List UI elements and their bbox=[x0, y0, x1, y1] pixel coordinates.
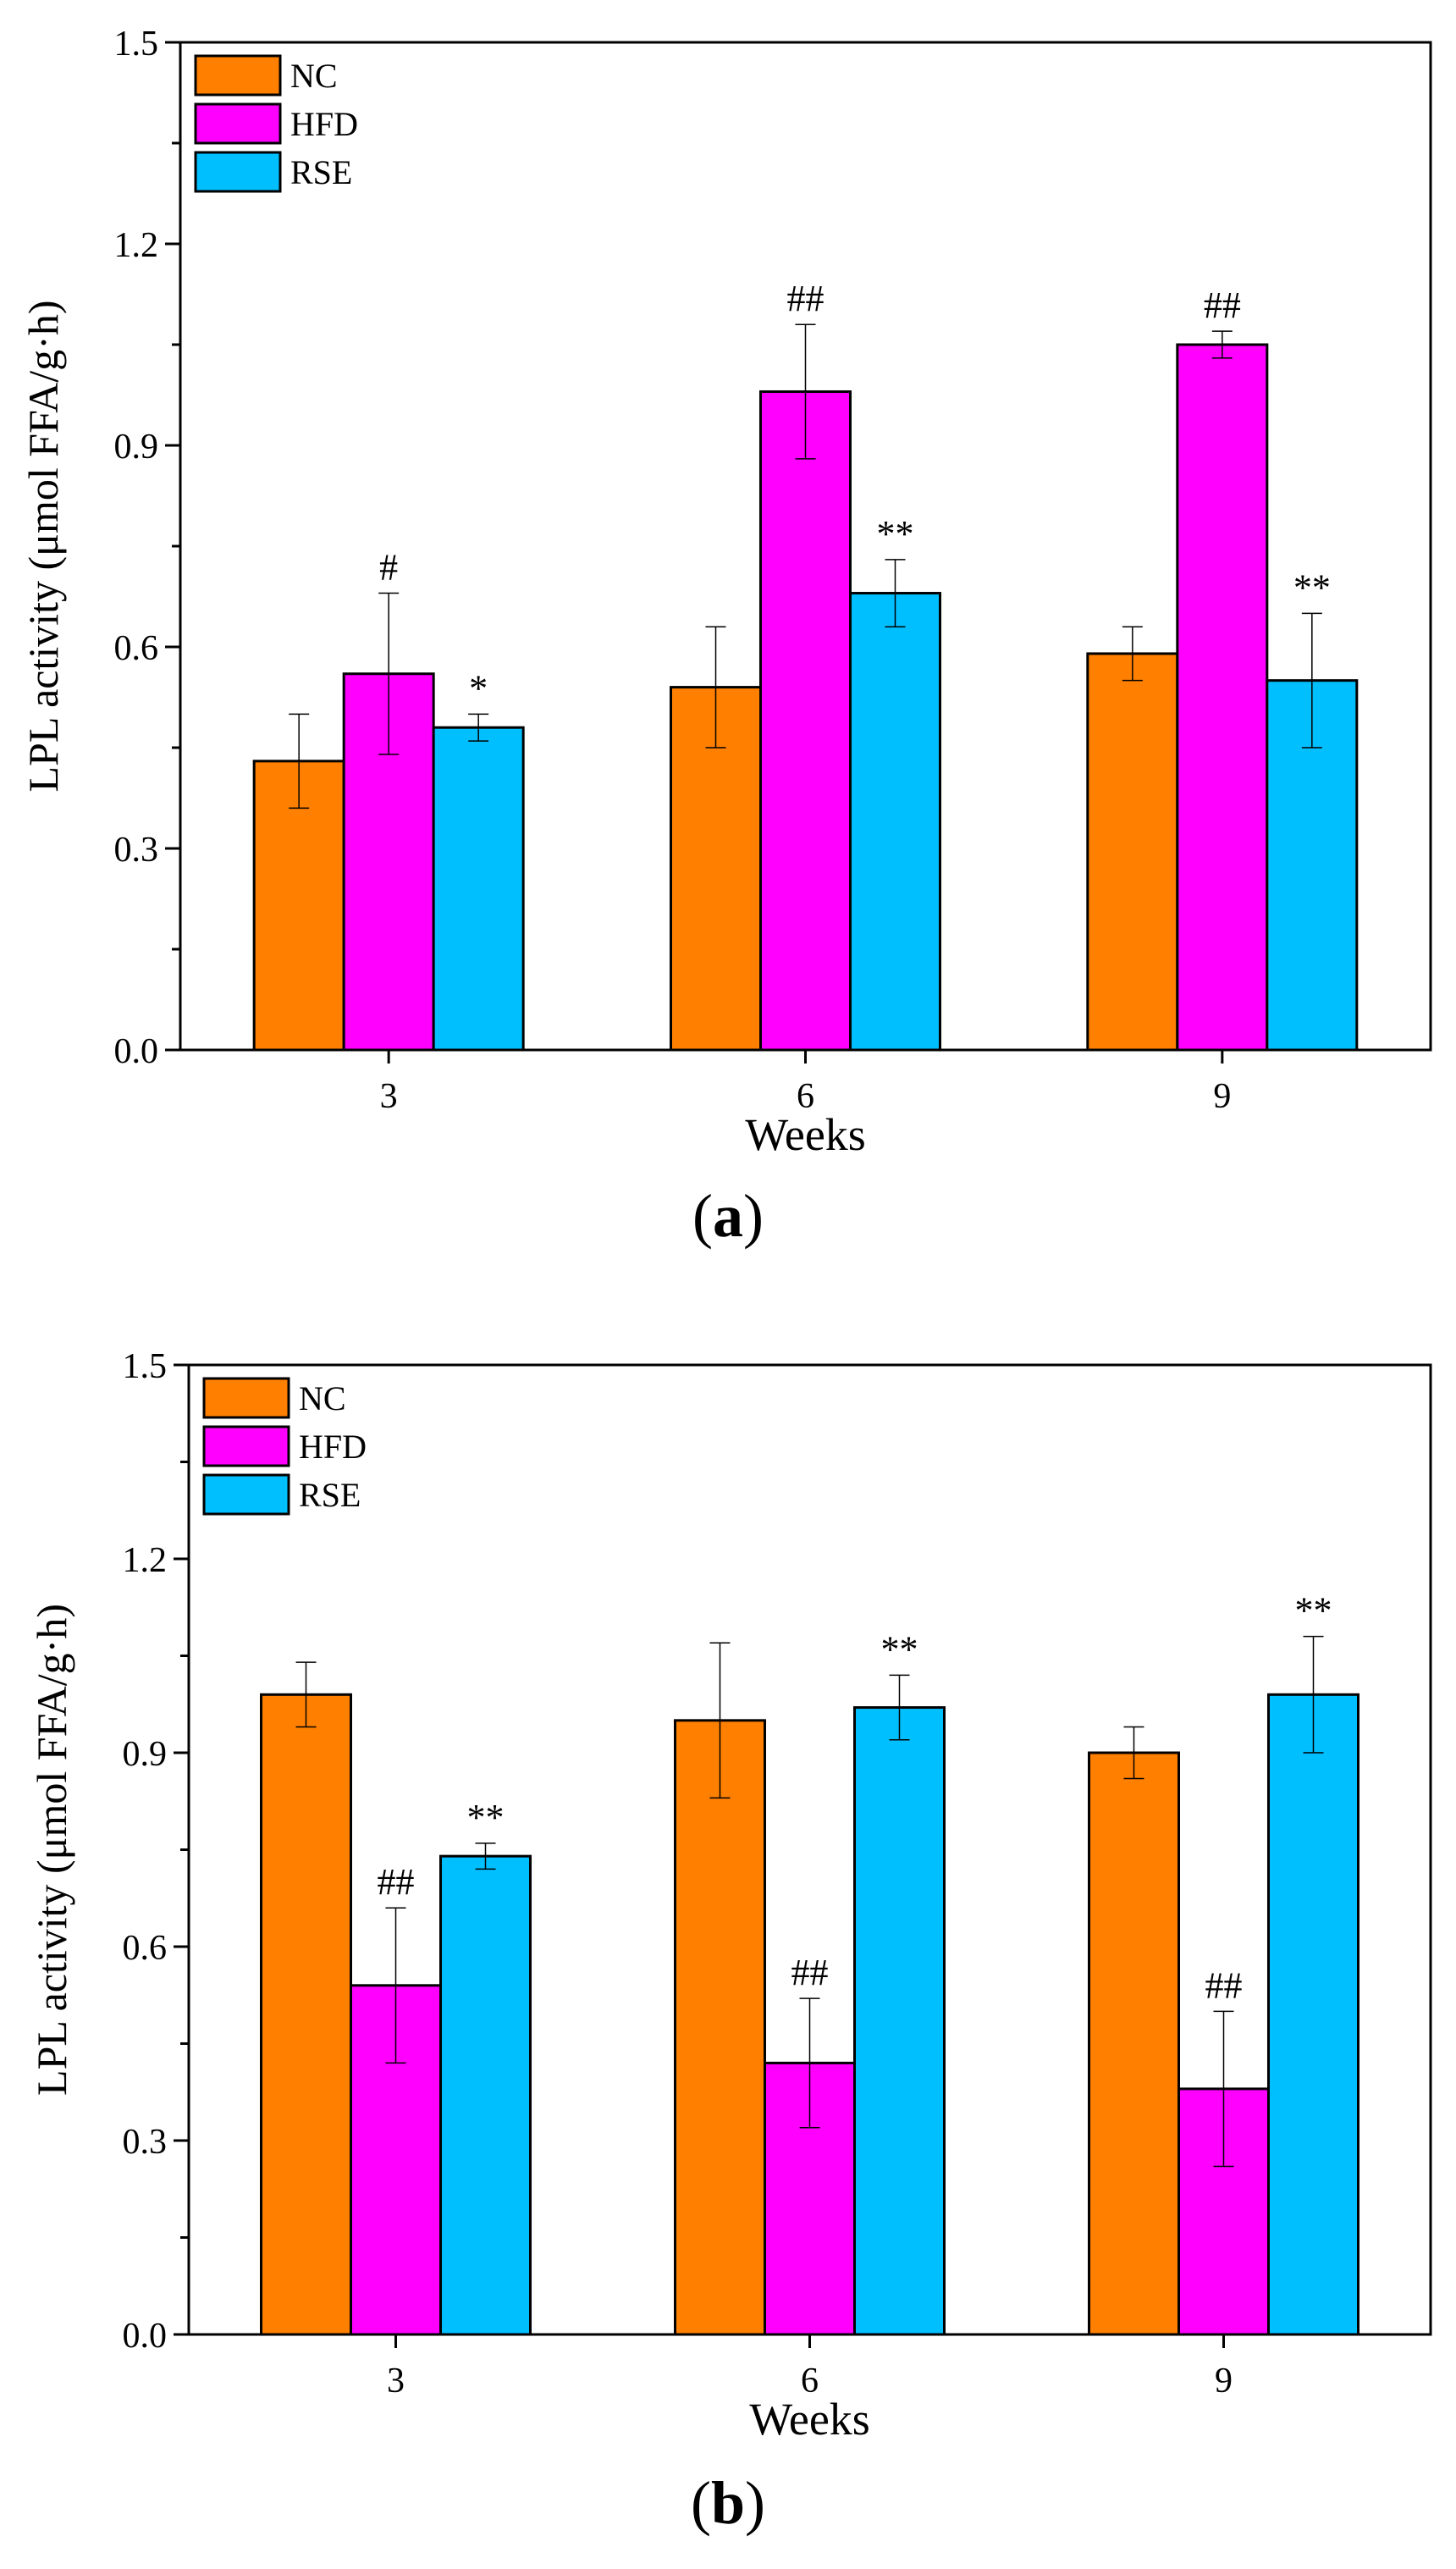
y-tick-label-0.6: 0.6 bbox=[123, 1929, 168, 1968]
legend-label-nc: NC bbox=[299, 1379, 346, 1417]
x-tick-label-3: 3 bbox=[387, 2362, 405, 2400]
bar-nc-week-9 bbox=[1086, 652, 1179, 1052]
x-tick-label-9: 9 bbox=[1215, 2362, 1233, 2400]
significance-rse-week-3: * bbox=[469, 667, 488, 709]
panel-caption-b: (b) bbox=[690, 2469, 765, 2537]
bar-nc-week-3 bbox=[252, 760, 345, 1052]
y-tick-label-0.9: 0.9 bbox=[114, 428, 159, 467]
bar-rse-week-6 bbox=[853, 1706, 946, 2336]
legend-swatch-hfd bbox=[202, 1425, 290, 1467]
y-tick-label-1.2: 1.2 bbox=[123, 1541, 168, 1580]
panel-label-b: b bbox=[710, 2469, 746, 2537]
x-axis-label: Weeks bbox=[749, 2394, 870, 2445]
significance-rse-week-6: ** bbox=[877, 513, 914, 555]
significance-hfd-week-9: ## bbox=[1204, 285, 1241, 326]
legend-label-rse: RSE bbox=[290, 153, 352, 191]
x-tick-label-3: 3 bbox=[380, 1077, 398, 1116]
significance-hfd-week-9: ## bbox=[1205, 1964, 1243, 2006]
x-tick-label-6: 6 bbox=[801, 2362, 819, 2400]
bar-chart-a: ### ##*****0.00.30.60.91.21.53 6 9WeeksLPL … bbox=[19, 25, 1432, 1160]
significance-rse-week-6: ** bbox=[881, 1628, 918, 1670]
y-axis-label: LPL activity (μmol FFA/g·h) bbox=[19, 301, 67, 793]
legend-swatch-rse bbox=[202, 1473, 290, 1516]
chart-panel-b: ## ## ## ** ** ** 0.0 0.3 0.6 0.9 1.2 1.5 3 6 9 Weeks LP… bbox=[0, 1284, 1456, 2569]
bar-rse-week-3 bbox=[439, 1854, 532, 2336]
y-tick-label-0.9: 0.9 bbox=[123, 1735, 168, 1774]
y-axis-label: LPL activity (μmol FFA/g·h) bbox=[28, 1604, 75, 2096]
significance-rse-week-9: ** bbox=[1293, 566, 1331, 608]
y-tick-label-0.0: 0.0 bbox=[123, 2317, 168, 2356]
significance-hfd-week-6: ## bbox=[791, 1952, 829, 1993]
y-tick-label-1.5: 1.5 bbox=[123, 1347, 168, 1386]
significance-hfd-week-6: ## bbox=[787, 278, 825, 319]
y-tick-label-1.5: 1.5 bbox=[114, 25, 159, 64]
x-axis-label: Weeks bbox=[745, 1109, 866, 1160]
legend-swatch-hfd bbox=[194, 102, 282, 145]
y-tick-label-0.3: 0.3 bbox=[114, 831, 159, 870]
legend-label-nc: NC bbox=[290, 57, 338, 95]
significance-rse-week-9: ** bbox=[1295, 1590, 1332, 1632]
bar-rse-week-6 bbox=[849, 592, 941, 1052]
chart-panel-a: # ## ## * ** ** 0.0 0.3 0.6 0.9 1.2 1.5 3 6 9 Weeks LPL … bbox=[0, 0, 1456, 1284]
bar-chart-b: ## ## ## ** ** ** 0.0 0.3 0.6 0.9 1.2 1.5 3 6 9 Weeks LP… bbox=[28, 1347, 1432, 2445]
significance-hfd-week-3: ## bbox=[378, 1861, 415, 1903]
bar-rse-week-9 bbox=[1267, 1693, 1359, 2336]
y-tick-label-1.2: 1.2 bbox=[114, 226, 159, 265]
legend-label-rse: RSE bbox=[299, 1476, 361, 1514]
legend-swatch-nc bbox=[194, 54, 282, 97]
bar-rse-week-3 bbox=[432, 726, 525, 1052]
legend-label-hfd: HFD bbox=[299, 1428, 367, 1466]
legend-swatch-rse bbox=[194, 151, 282, 193]
legend-label-hfd: HFD bbox=[290, 105, 358, 143]
panel-caption-a: (a) bbox=[692, 1182, 764, 1250]
x-tick-label-6: 6 bbox=[797, 1077, 814, 1116]
bar-hfd-week-9 bbox=[1176, 343, 1269, 1052]
bar-nc-week-9 bbox=[1088, 1751, 1180, 2336]
legend-swatch-nc bbox=[202, 1377, 290, 1419]
panel-label-a: a bbox=[713, 1182, 743, 1250]
significance-hfd-week-3: # bbox=[379, 547, 398, 588]
y-tick-label-0.6: 0.6 bbox=[114, 629, 159, 668]
bar-nc-week-6 bbox=[674, 1719, 766, 2336]
y-tick-label-0.3: 0.3 bbox=[123, 2123, 168, 2162]
y-tick-label-0.0: 0.0 bbox=[114, 1032, 159, 1071]
bar-hfd-week-6 bbox=[759, 390, 852, 1052]
significance-rse-week-3: ** bbox=[467, 1797, 505, 1838]
x-tick-label-9: 9 bbox=[1213, 1077, 1231, 1116]
bar-nc-week-3 bbox=[260, 1693, 352, 2336]
